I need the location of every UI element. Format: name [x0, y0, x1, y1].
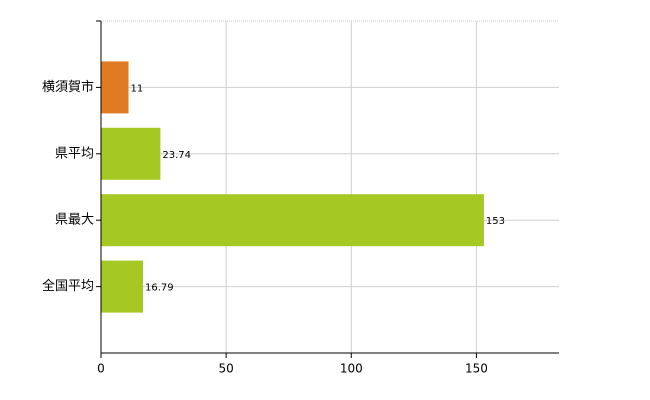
x-tick-label: 100 [340, 362, 363, 376]
value-label: 23.74 [162, 150, 191, 161]
x-tick-label: 150 [465, 362, 488, 376]
bar [101, 260, 144, 313]
y-tick-label: 全国平均 [42, 278, 94, 294]
value-label: 16.79 [145, 283, 174, 294]
x-tick-label: 50 [218, 362, 233, 376]
y-tick-label: 県最大 [55, 213, 94, 228]
value-label: 11 [131, 83, 144, 94]
x-tick-label: 0 [97, 362, 105, 376]
bar [101, 127, 161, 180]
bar [101, 61, 129, 114]
y-tick-label: 県平均 [55, 146, 94, 161]
y-tick-label: 横須賀市 [42, 79, 94, 95]
value-label: 153 [486, 216, 505, 227]
bar [101, 194, 484, 247]
